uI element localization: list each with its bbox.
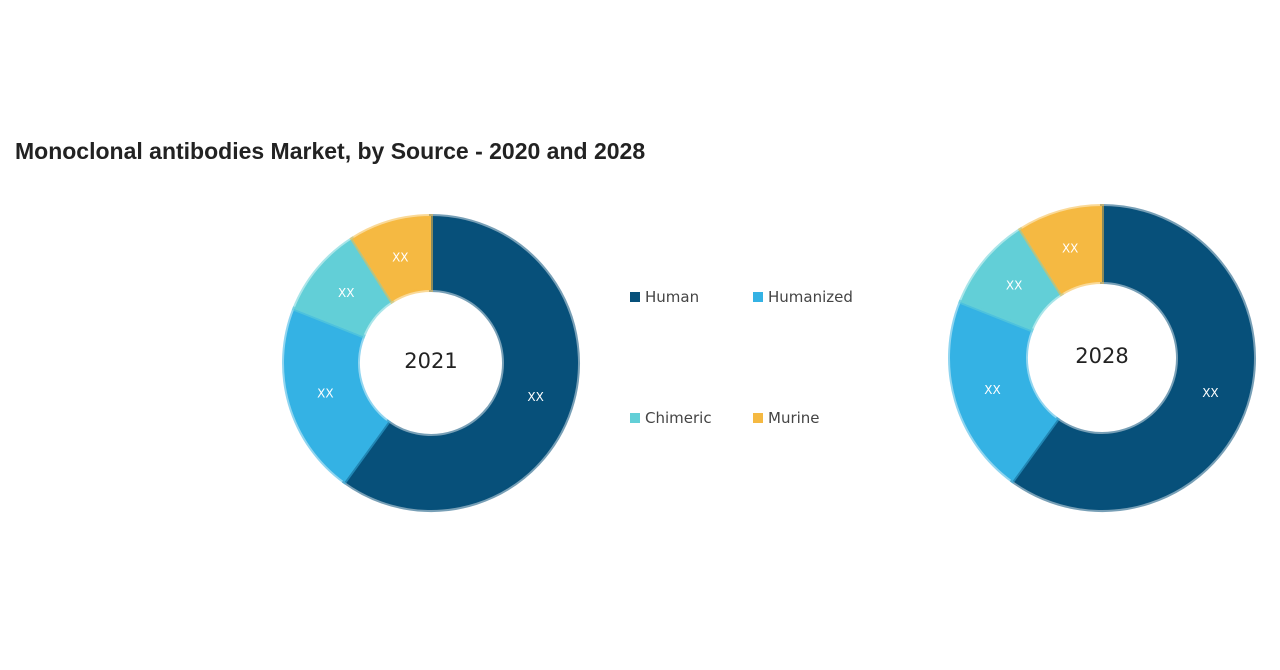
slice-label-humanized: XX [317,387,333,401]
slice-humanized [282,306,391,485]
slice-label-human: XX [1202,386,1218,400]
slice-label-murine: XX [392,250,408,264]
slice-label-murine: XX [1062,242,1078,256]
legend-label-human: Human [645,288,700,306]
legend-item-human: Human [630,288,699,306]
slice-murine [349,213,433,305]
chart-legend: Human Humanized Chimeric Murine [630,288,900,430]
legend-item-murine: Murine [753,409,820,427]
donut-chart-2021: XX XX XX XX 2021 [282,213,580,512]
slice-label-humanized: XX [984,383,1000,397]
legend-item-humanized: Humanized [753,288,853,306]
legend-swatch-chimeric [630,413,640,423]
slice-label-chimeric: XX [338,286,354,300]
donut-center-label: 2028 [1075,344,1128,368]
slice-murine [1017,203,1104,297]
donut-chart-2028: XX XX XX XX 2028 [948,203,1256,512]
slice-label-human: XX [527,390,543,404]
legend-swatch-murine [753,413,763,423]
donut-center-label: 2021 [404,349,457,373]
slice-label-chimeric: XX [1006,278,1022,292]
slice-humanized [948,299,1061,484]
slice-human [1009,203,1256,512]
legend-label-murine: Murine [768,409,820,427]
legend-swatch-humanized [753,292,763,302]
legend-label-chimeric: Chimeric [645,409,712,427]
legend-swatch-human [630,292,640,302]
legend-item-chimeric: Chimeric [630,409,712,427]
slice-human [341,213,580,512]
chart-title: Monoclonal antibodies Market, by Source … [15,138,646,164]
legend-label-humanized: Humanized [768,288,853,306]
